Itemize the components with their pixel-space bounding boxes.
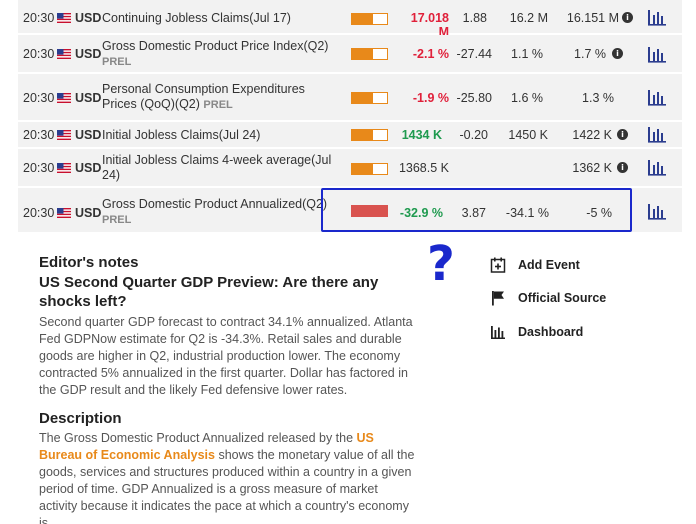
previous-value: 1.7 % [574,47,606,61]
us-flag-icon [57,49,71,59]
impact-bar [351,129,388,141]
description-text: The Gross Domestic Product Annualized re… [39,431,357,445]
editor-notes-section: Editor's notes US Second Quarter GDP Pre… [39,254,419,524]
currency-code: USD [75,128,102,142]
bar-chart-icon [491,326,505,339]
info-icon[interactable]: i [617,162,628,173]
event-name-text: Personal Consumption Expenditures Prices… [102,82,305,111]
prel-tag: PREL [203,99,233,111]
description-body: The Gross Domestic Product Annualized re… [39,430,419,524]
us-flag-icon [57,208,71,218]
event-name[interactable]: Initial Jobless Claims(Jul 24) [102,128,261,142]
actual-value: -32.9 % [399,206,443,220]
us-flag-icon [57,93,71,103]
impact-bar [351,48,388,60]
event-name-text: Gross Domestic Product Price Index(Q2) [102,39,329,53]
bar-chart-icon[interactable] [647,8,667,26]
event-time: 20:30 [23,161,55,175]
question-mark-annotation: ? [427,236,455,292]
consensus-value: -34.1 % [505,206,549,220]
actual-value: 1368.5 K [398,161,449,175]
currency-code: USD [75,161,102,175]
event-name[interactable]: Initial Jobless Claims 4-week average(Ju… [102,153,332,182]
description-text: shows the monetary value of all the good… [39,448,415,524]
impact-bar [351,205,388,217]
dashboard-link[interactable]: Dashboard [490,324,650,342]
deviation-value: -0.20 [459,128,489,142]
previous-value: 1422 K [572,128,612,142]
event-name[interactable]: Personal Consumption Expenditures Prices… [102,82,342,113]
event-time: 20:30 [23,11,55,25]
deviation-value: 1.88 [462,11,487,25]
consensus-value: 1.6 % [511,91,543,105]
add-event-label: Add Event [518,258,580,272]
bar-chart-icon[interactable] [647,88,667,106]
editor-notes-body: Second quarter GDP forecast to contract … [39,315,413,397]
event-time: 20:30 [23,91,55,105]
us-flag-icon [57,163,71,173]
official-source-label: Official Source [518,291,607,305]
editor-notes-title: US Second Quarter GDP Preview: Are there… [39,274,379,310]
official-source-link[interactable]: Official Source [490,290,650,308]
event-time: 20:30 [23,47,55,61]
currency-code: USD [75,11,102,25]
consensus-value: 1450 K [508,128,548,142]
highlight-annotation-box [321,188,632,232]
add-event-link[interactable]: Add Event [490,257,650,275]
dashboard-label: Dashboard [518,325,584,339]
currency-code: USD [75,206,102,220]
previous-value: 1.3 % [582,91,614,105]
deviation-value: -25.80 [456,91,492,105]
table-row[interactable]: 20:30 USD Initial Jobless Claims(Jul 24)… [18,122,682,148]
event-time: 20:30 [23,206,55,220]
source-link[interactable]: US Bureau of Economic Analysis [39,431,374,462]
event-name-text: Gross Domestic Product Annualized(Q2) [102,197,328,211]
us-flag-icon [57,13,71,23]
calendar-plus-icon [490,257,506,273]
event-name[interactable]: Gross Domestic Product Price Index(Q2) PR… [102,39,342,70]
previous-value: -5 % [586,206,612,220]
consensus-value: 1.1 % [511,47,543,61]
consensus-value: 16.2 M [509,11,548,25]
bar-chart-icon[interactable] [647,125,667,143]
description-heading: Description [39,410,122,427]
bar-chart-icon[interactable] [647,202,667,220]
prel-tag: PREL [102,56,132,68]
previous-value: 1362 K [572,161,612,175]
table-row[interactable]: 20:30 USD Continuing Jobless Claims(Jul … [18,0,682,39]
table-row[interactable]: 20:30 USD Initial Jobless Claims 4-week … [18,149,682,187]
info-icon[interactable]: i [617,129,628,140]
bar-chart-icon[interactable] [647,45,667,63]
currency-code: USD [75,47,102,61]
previous-value: 16.151 M [566,11,619,25]
table-row[interactable]: 20:30 USD Gross Domestic Product Price I… [18,35,682,73]
table-row[interactable]: 20:30 USD Gross Domestic Product Annuali… [18,188,682,233]
info-icon[interactable]: i [622,12,633,23]
currency-code: USD [75,91,102,105]
bar-chart-icon[interactable] [647,158,667,176]
event-time: 20:30 [23,128,55,142]
flag-icon [492,291,504,306]
info-icon[interactable]: i [612,48,623,59]
deviation-value: 3.87 [461,206,486,220]
event-name[interactable]: Gross Domestic Product Annualized(Q2) PRE… [102,197,342,228]
impact-bar [351,163,388,175]
us-flag-icon [57,130,71,140]
actual-value: -1.9 % [412,91,449,105]
impact-bar [351,92,388,104]
actual-value: 17.018 M [410,11,449,39]
editor-notes-heading: Editor's notes [39,254,139,271]
impact-bar [351,13,388,25]
deviation-value: -27.44 [456,47,492,61]
actual-value: 1434 K [401,128,442,142]
event-name[interactable]: Continuing Jobless Claims(Jul 17) [102,11,291,25]
actual-value: -2.1 % [412,47,449,61]
prel-tag: PREL [102,214,132,226]
table-row[interactable]: 20:30 USD Personal Consumption Expenditu… [18,74,682,121]
